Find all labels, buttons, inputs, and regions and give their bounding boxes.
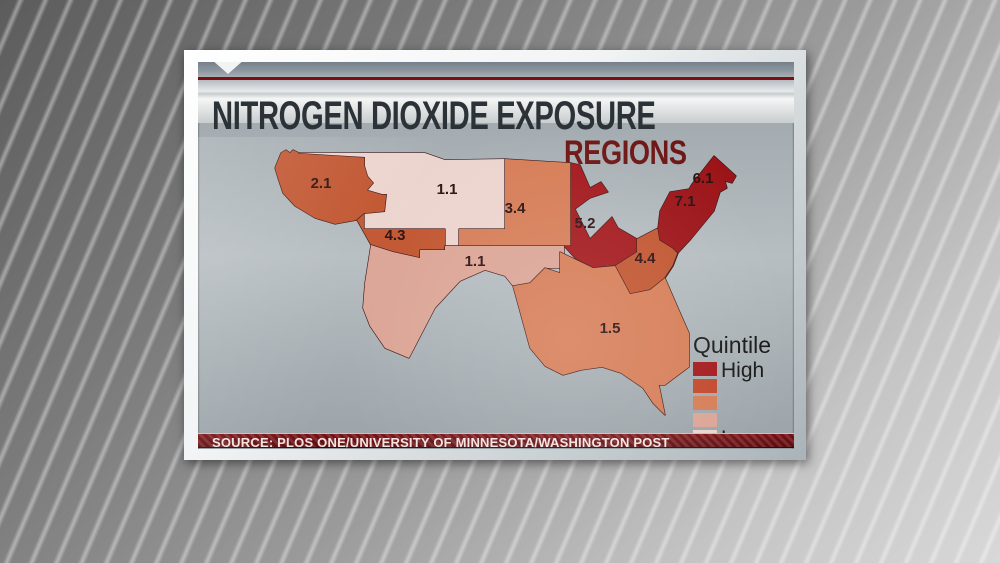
svg-text:4.4: 4.4	[635, 250, 657, 267]
svg-text:4.3: 4.3	[385, 227, 406, 244]
svg-text:2.1: 2.1	[311, 175, 332, 192]
svg-text:1.5: 1.5	[600, 320, 621, 337]
svg-text:7.1: 7.1	[675, 193, 696, 210]
svg-text:1.1: 1.1	[437, 181, 458, 198]
svg-text:1.1: 1.1	[465, 253, 486, 270]
svg-text:6.1: 6.1	[693, 170, 714, 187]
svg-text:5.2: 5.2	[575, 215, 596, 232]
svg-text:3.4: 3.4	[505, 200, 527, 217]
